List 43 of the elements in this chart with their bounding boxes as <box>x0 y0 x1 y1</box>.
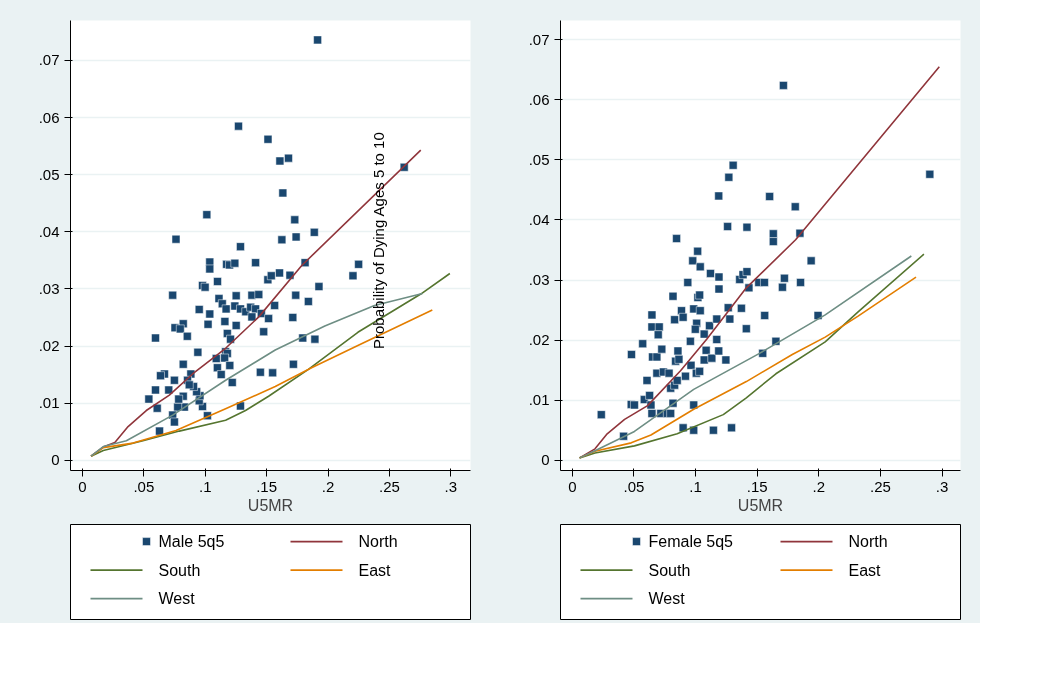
x-tick-label: .05 <box>623 477 645 495</box>
x-tick-label: .05 <box>133 477 155 495</box>
x-tick-label: .15 <box>746 477 768 495</box>
x-tick-label: .15 <box>256 477 278 495</box>
x-tick-label: .3 <box>935 477 949 495</box>
x-tick-label: .25 <box>379 477 400 495</box>
legend-label: West <box>648 590 686 608</box>
x-tick-label: .3 <box>444 477 458 495</box>
y-tick-label: .01 <box>528 391 550 409</box>
y-tick-label: 0 <box>541 451 550 469</box>
x-axis-title: U5MR <box>737 496 784 514</box>
legend-label: Male 5q5 <box>158 533 225 551</box>
y-tick-label: .06 <box>38 108 60 126</box>
legend-label: South <box>158 561 201 579</box>
x-tick-label: .2 <box>812 477 826 495</box>
y-tick-label: .07 <box>38 51 60 69</box>
y-tick-label: .03 <box>528 271 550 289</box>
x-tick-label: 0 <box>568 477 577 495</box>
legend-label: North <box>848 533 888 551</box>
x-tick-label: 0 <box>78 477 87 495</box>
x-axis-title: U5MR <box>247 496 294 514</box>
x-tick-label: .1 <box>198 477 212 495</box>
legend-label: East <box>358 561 392 579</box>
y-tick-label: .07 <box>528 30 550 48</box>
annotation: Probability of Dying Ages 5 to 10 <box>369 132 387 349</box>
y-tick-label: .04 <box>38 222 60 240</box>
legend-label: West <box>158 590 196 608</box>
y-tick-label: .02 <box>528 331 550 349</box>
y-tick-label: 0 <box>51 451 60 469</box>
y-tick-label: .01 <box>38 394 60 412</box>
y-tick-label: .05 <box>528 150 550 168</box>
legend-label: South <box>648 561 691 579</box>
legend-label: East <box>848 561 882 579</box>
legend-label: Female 5q5 <box>648 533 734 551</box>
y-tick-label: .05 <box>38 165 60 183</box>
x-tick-label: .25 <box>869 477 891 495</box>
legend-label: North <box>358 533 398 551</box>
x-tick-label: .1 <box>689 477 702 495</box>
y-tick-label: .06 <box>528 90 550 108</box>
y-tick-label: .02 <box>38 337 60 355</box>
y-tick-label: .04 <box>528 210 550 228</box>
x-tick-label: .2 <box>321 477 335 495</box>
y-tick-label: .03 <box>38 279 60 297</box>
